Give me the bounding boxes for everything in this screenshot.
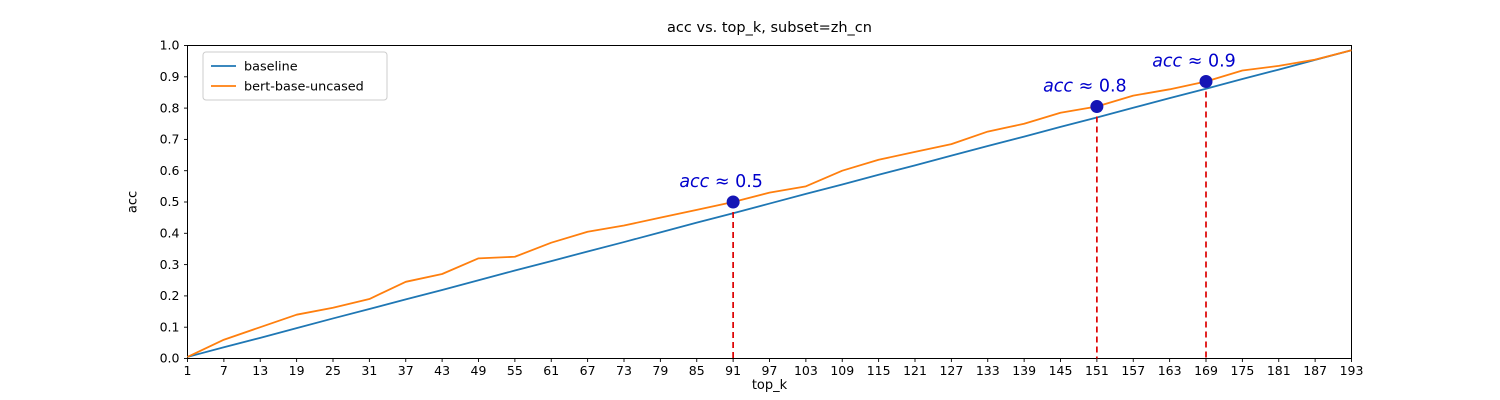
annotation-marker-dot [1199,74,1213,88]
series-line-bert-base-uncased [187,49,1352,358]
x-tick-label: 145 [1049,363,1073,378]
y-tick-label: 1.0 [160,38,180,53]
x-tick-label: 139 [1012,363,1036,378]
x-tick-label: 121 [903,363,927,378]
x-tick-label: 103 [794,363,818,378]
series-line-baseline [187,49,1352,358]
x-tick-label: 13 [252,363,268,378]
x-tick-label: 43 [434,363,450,378]
annotation-label: acc ≈ 0.8 [1043,77,1127,97]
x-tick-label: 61 [543,363,559,378]
y-tick-label: 0.6 [160,163,180,178]
y-axis-label: acc [125,190,141,214]
x-tick-label: 127 [939,363,963,378]
y-tick-label: 0.3 [160,257,180,272]
x-tick-label: 151 [1085,363,1109,378]
x-tick-label: 31 [361,363,377,378]
annotation-marker-dot [1090,100,1104,114]
x-tick-label: 7 [220,363,228,378]
x-tick-label: 49 [471,363,487,378]
x-tick-label: 55 [507,363,523,378]
x-tick-label: 85 [689,363,705,378]
x-tick-label: 187 [1303,363,1327,378]
x-tick-label: 19 [289,363,305,378]
y-tick-label: 0.9 [160,69,180,84]
x-tick-label: 79 [652,363,668,378]
x-tick-label: 115 [867,363,891,378]
legend-label-bert-base-uncased: bert-base-uncased [244,80,364,95]
x-tick-label: 193 [1340,363,1364,378]
x-tick-label: 1 [184,363,192,378]
y-tick-label: 0.7 [160,132,180,147]
y-tick-label: 0.1 [160,319,180,334]
annotation-label: acc ≈ 0.5 [679,172,763,192]
x-tick-label: 67 [580,363,596,378]
annotation-label: acc ≈ 0.9 [1152,51,1236,71]
legend: baseline bert-base-uncased [202,51,388,101]
y-tick-label: 0.2 [160,288,180,303]
x-tick-label: 73 [616,363,632,378]
annotation-marker-dot [726,195,740,209]
y-tick-label: 0.0 [160,351,180,366]
x-tick-label: 169 [1194,363,1218,378]
x-tick-label: 109 [830,363,854,378]
chart-title: acc vs. top_k, subset=zh_cn [667,20,872,36]
x-tick-label: 175 [1230,363,1254,378]
x-tick-label: 37 [398,363,414,378]
y-tick-label: 0.5 [160,194,180,209]
y-tick-label: 0.4 [160,226,180,241]
legend-box [202,51,388,101]
x-tick-label: 157 [1121,363,1145,378]
x-tick-label: 91 [725,363,741,378]
x-tick-label: 25 [325,363,341,378]
x-axis-label: top_k [751,378,788,393]
x-tick-label: 163 [1158,363,1182,378]
x-tick-label: 181 [1267,363,1291,378]
x-tick-label: 97 [762,363,778,378]
x-tick-label: 133 [976,363,1000,378]
legend-label-baseline: baseline [244,60,298,75]
y-tick-label: 0.8 [160,100,180,115]
